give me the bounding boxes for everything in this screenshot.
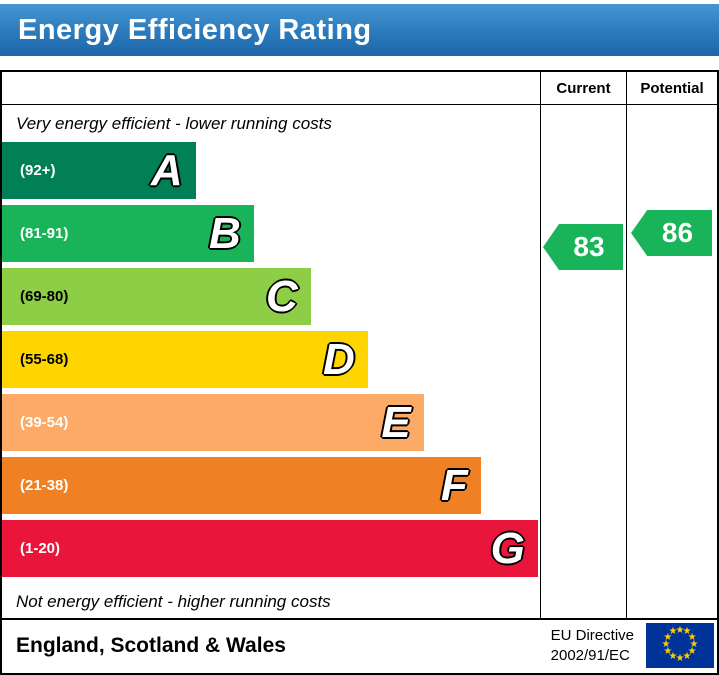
- band-row-e: (39-54) E: [2, 394, 540, 457]
- band-f: (21-38) F: [2, 457, 481, 514]
- eu-star-icon: ★: [663, 645, 673, 657]
- eu-directive-text: EU Directive 2002/91/EC: [551, 626, 634, 665]
- potential-rating-arrow: 86: [631, 210, 712, 256]
- footer: England, Scotland & Wales EU Directive 2…: [2, 620, 717, 671]
- band-letter: G: [490, 523, 525, 573]
- band-row-b: (81-91) B: [2, 205, 540, 268]
- bands-region: Very energy efficient - lower running co…: [2, 105, 540, 620]
- note-not-efficient: Not energy efficient - higher running co…: [16, 591, 331, 611]
- eu-star-icon: ★: [687, 631, 697, 643]
- band-range: (1-20): [20, 540, 61, 557]
- band-g: (1-20) G: [2, 520, 538, 577]
- eu-star-icon: ★: [668, 626, 678, 638]
- band-e: (39-54) E: [2, 394, 424, 451]
- title-banner: Energy Efficiency Rating: [0, 4, 719, 56]
- band-range: (21-38): [20, 477, 69, 494]
- eu-star-icon: ★: [682, 650, 692, 662]
- potential-column-header: Potential: [640, 79, 704, 97]
- page-title: Energy Efficiency Rating: [18, 13, 372, 46]
- eu-star-icon: ★: [689, 638, 699, 650]
- band-row-a: (92+) A: [2, 142, 540, 205]
- band-letter: A: [150, 145, 183, 195]
- eu-star-icon: ★: [687, 645, 697, 657]
- note-very-efficient: Very energy efficient - lower running co…: [16, 113, 332, 133]
- band-range: (92+): [20, 162, 56, 179]
- current-rating-arrow: 83: [543, 224, 623, 270]
- band-range: (55-68): [20, 351, 69, 368]
- chart-area: Current Potential Very energy efficient …: [2, 72, 717, 620]
- eu-directive-line2: 2002/91/EC: [550, 646, 630, 664]
- band-range: (81-91): [20, 225, 69, 242]
- eu-star-icon: ★: [675, 624, 685, 636]
- region-label: England, Scotland & Wales: [16, 633, 286, 657]
- current-column-header: Current: [556, 79, 611, 97]
- potential-column-divider: [626, 72, 627, 618]
- eu-star-icon: ★: [668, 650, 678, 662]
- current-column-divider: [540, 72, 541, 618]
- band-row-d: (55-68) D: [2, 331, 540, 394]
- header-divider-line: [2, 104, 717, 105]
- eu-star-icon: ★: [661, 638, 671, 650]
- band-row-f: (21-38) F: [2, 457, 540, 520]
- eu-directive-line1: EU Directive: [550, 627, 634, 644]
- band-letter: D: [323, 334, 355, 384]
- potential-rating-value: 86: [661, 217, 694, 248]
- band-range: (39-54): [20, 414, 69, 431]
- band-b: (81-91) B: [2, 205, 254, 262]
- band-letter: F: [440, 460, 468, 510]
- eu-star-icon: ★: [663, 631, 673, 643]
- eu-star-icon: ★: [682, 626, 692, 638]
- current-rating-value: 83: [573, 231, 605, 262]
- eu-star-icon: ★: [675, 652, 685, 664]
- eu-flag-icon: ★ ★ ★ ★ ★ ★ ★ ★ ★ ★ ★ ★: [646, 623, 714, 668]
- band-letter: C: [266, 271, 298, 321]
- band-a: (92+) A: [2, 142, 196, 199]
- band-letter: E: [381, 397, 411, 447]
- band-range: (69-80): [20, 288, 69, 305]
- epc-table: Current Potential Very energy efficient …: [0, 70, 719, 675]
- band-c: (69-80) C: [2, 268, 311, 325]
- band-d: (55-68) D: [2, 331, 368, 388]
- band-row-c: (69-80) C: [2, 268, 540, 331]
- band-row-g: (1-20) G: [2, 520, 540, 583]
- band-letter: B: [209, 208, 241, 258]
